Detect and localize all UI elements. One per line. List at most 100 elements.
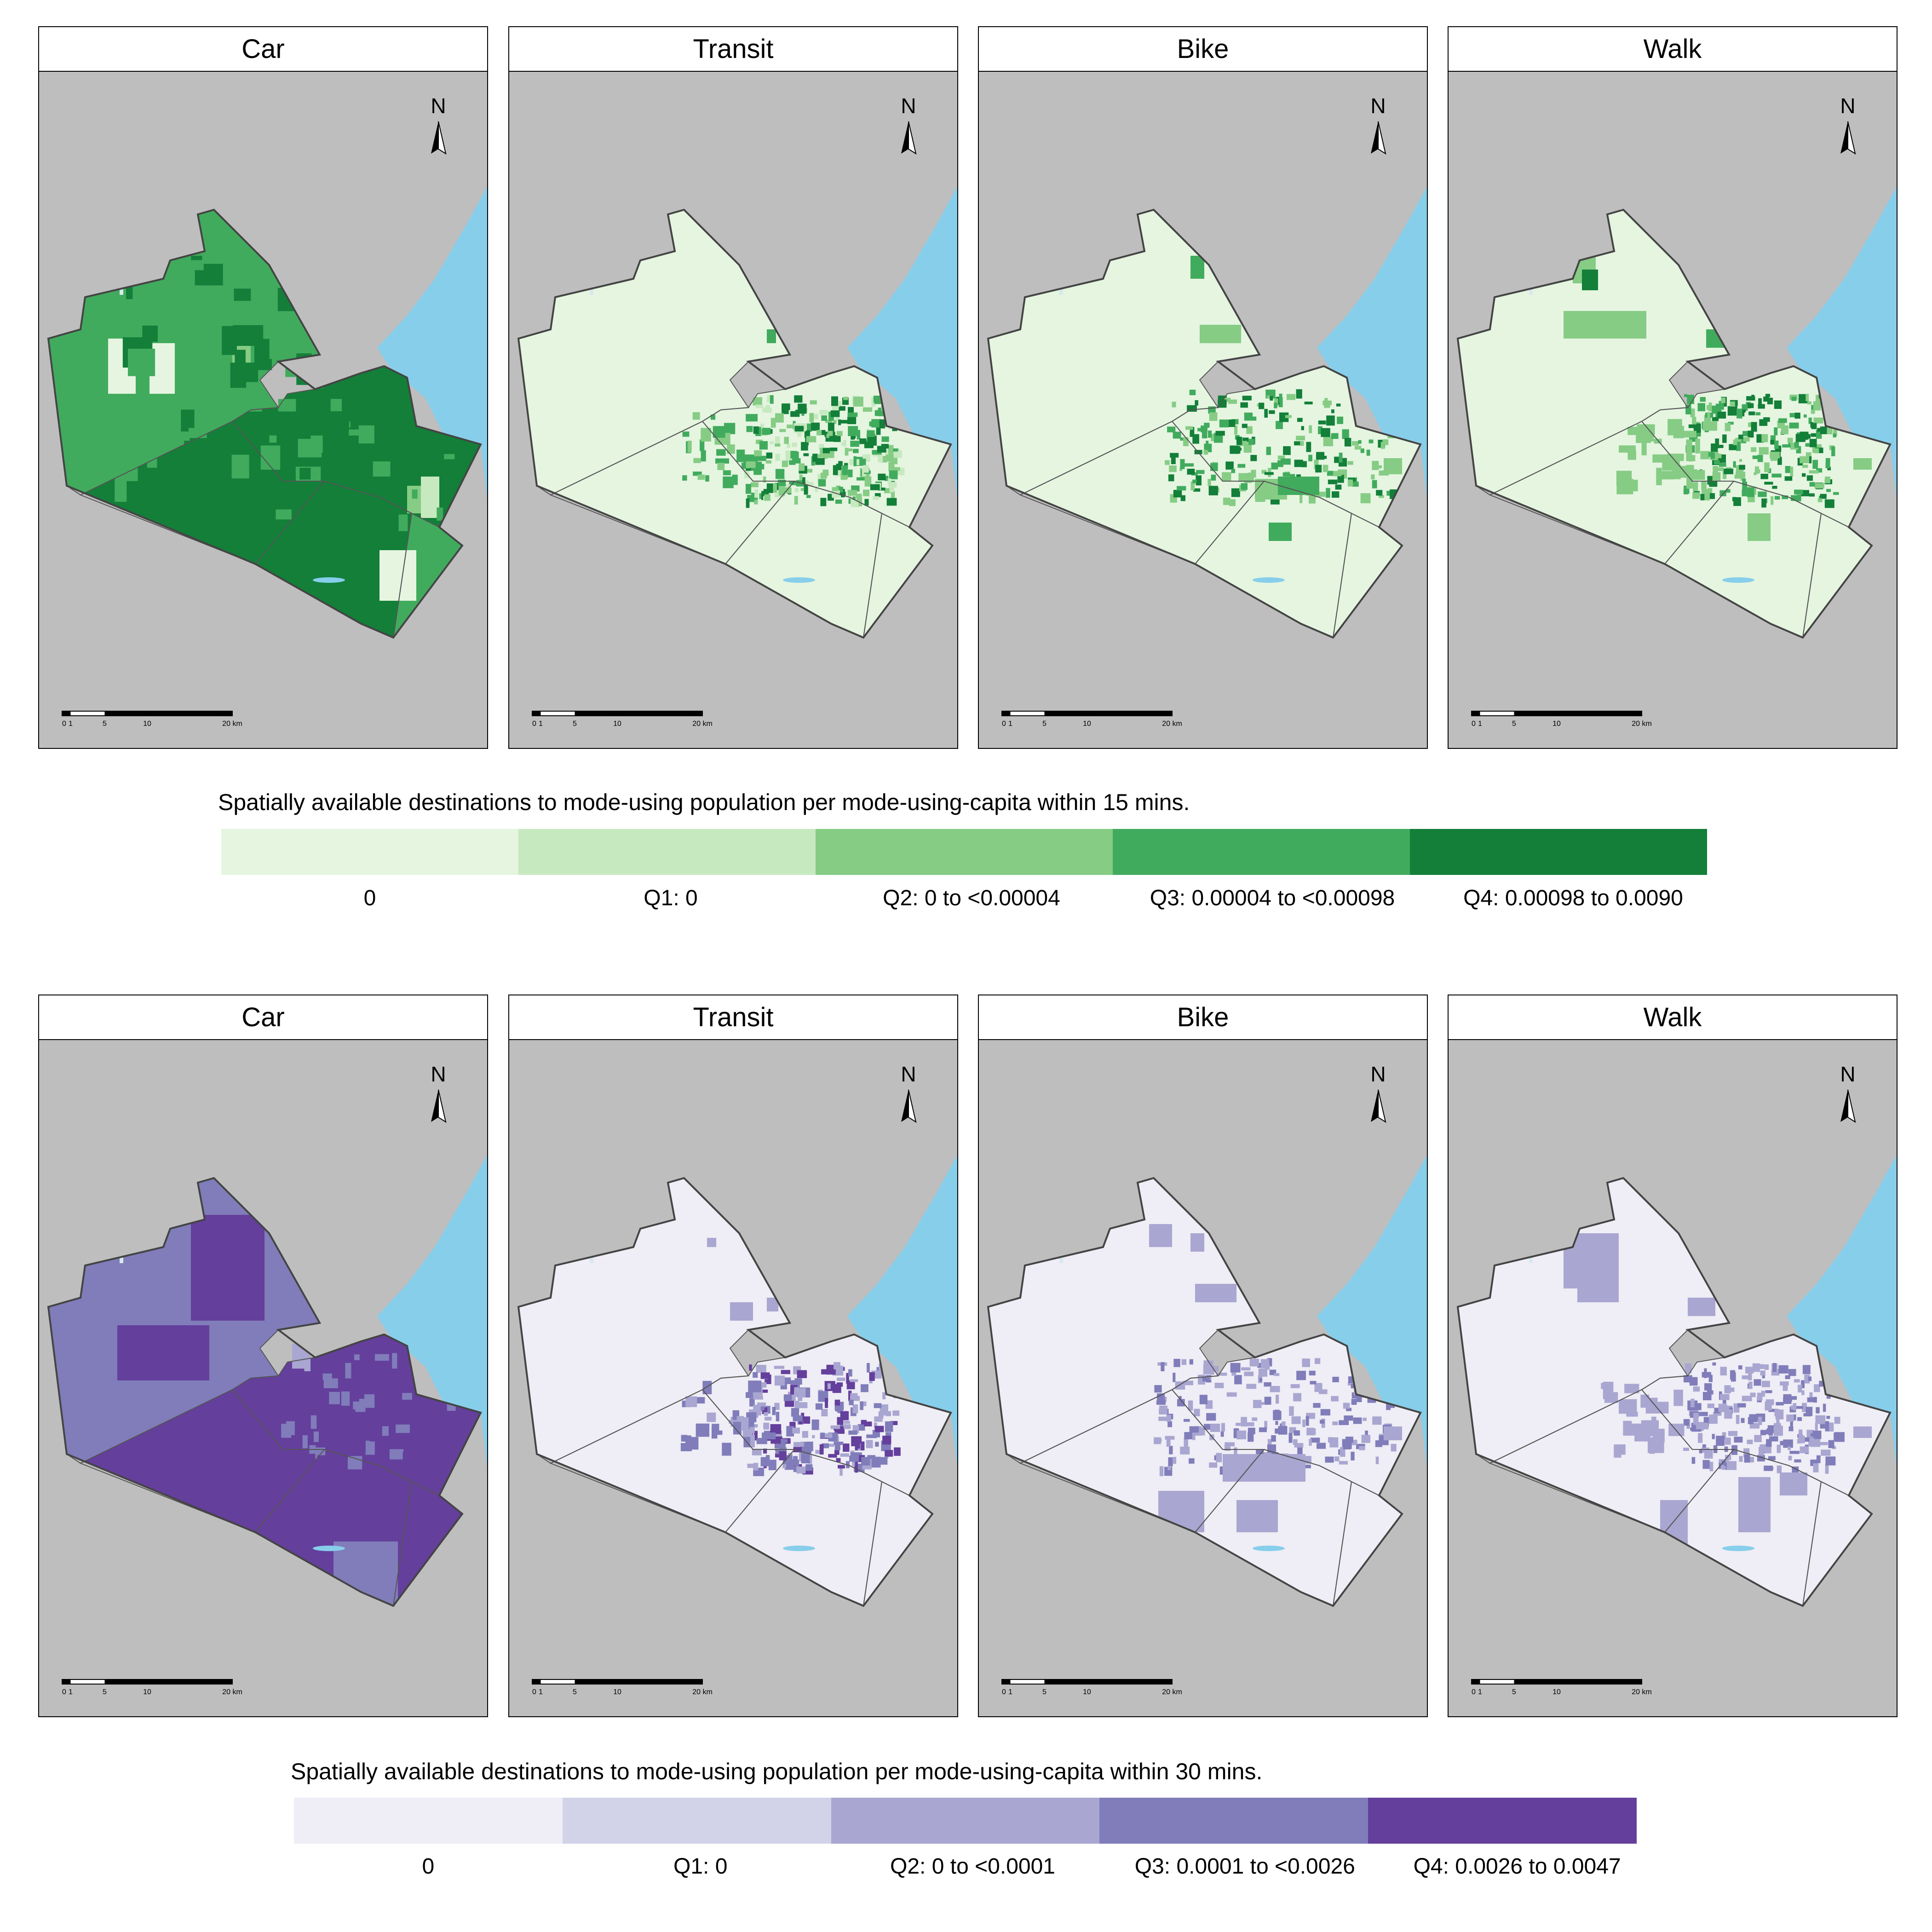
zone-patch <box>1237 441 1248 446</box>
legend-title: Spatially available destinations to mode… <box>291 1759 1263 1784</box>
zone-patch <box>752 1449 762 1455</box>
zone-patch <box>1688 1298 1715 1316</box>
north-label: N <box>1370 1062 1386 1086</box>
scale-tick-label: 5 <box>1512 720 1516 728</box>
zone-patch <box>1814 1384 1820 1392</box>
zone-patch <box>1788 1446 1791 1450</box>
zone-patch <box>1754 1379 1761 1386</box>
zone-patch <box>1343 1446 1351 1449</box>
zone-patch <box>1748 1381 1753 1389</box>
zone-patch <box>1251 470 1256 476</box>
zone-patch <box>1309 425 1312 433</box>
scale-tick-label: 1 <box>69 720 73 728</box>
zone-patch <box>873 396 881 403</box>
zone-patch <box>313 1432 319 1442</box>
zone-patch <box>1301 461 1307 467</box>
zone-patch <box>1834 1417 1840 1424</box>
zone-patch <box>1798 1385 1802 1393</box>
zone-patch <box>1719 463 1726 467</box>
zone-patch <box>792 443 797 447</box>
zone-patch <box>822 430 826 435</box>
zone-patch <box>1363 1417 1367 1421</box>
zone-patch <box>1768 1409 1778 1412</box>
zone-patch <box>1320 455 1327 459</box>
zone-patch <box>1833 429 1837 436</box>
zone-patch <box>1789 422 1799 429</box>
zone-patch <box>1690 1398 1695 1408</box>
zone-patch <box>184 441 196 457</box>
zone-patch <box>1689 1377 1698 1386</box>
zone-patch <box>804 484 808 495</box>
zone-patch <box>1809 470 1819 474</box>
zone-patch <box>1763 417 1770 422</box>
zone-patch <box>742 1429 753 1437</box>
zone-patch <box>856 1438 860 1449</box>
zone-patch <box>753 1463 759 1471</box>
zone-patch <box>1702 1392 1712 1401</box>
zone-patch <box>1326 415 1335 426</box>
zone-patch <box>1758 491 1767 497</box>
zone-patch <box>861 1420 867 1425</box>
zone-patch <box>848 1391 852 1401</box>
scale-tick-label: 5 <box>573 1688 577 1696</box>
zone-patch <box>794 1460 799 1470</box>
zone-patch <box>1688 424 1695 428</box>
scale-bar: 0 1 5 10 20 km <box>62 1679 242 1696</box>
zone-patch <box>1693 482 1698 491</box>
zone-patch <box>1279 412 1289 422</box>
panel-title: Car <box>38 995 488 1040</box>
zone-patch <box>1195 1284 1236 1302</box>
zone-patch <box>364 1394 375 1408</box>
zone-patch <box>111 316 126 336</box>
zone-patch <box>1263 1452 1272 1456</box>
zone-patch <box>1721 1460 1726 1465</box>
zone-patch <box>1693 1386 1700 1392</box>
zone-patch <box>1768 1456 1776 1460</box>
zone-patch <box>1270 396 1273 401</box>
zone-patch <box>1853 1426 1872 1438</box>
legend-color-bar <box>221 829 1707 875</box>
zone-patch <box>1192 479 1197 483</box>
zone-patch <box>1733 439 1737 445</box>
zone-patch <box>1725 423 1731 431</box>
zone-patch <box>809 413 814 423</box>
zone-patch <box>1331 409 1334 414</box>
zone-patch <box>1331 491 1340 498</box>
zone-patch <box>1249 1358 1259 1367</box>
zone-patch <box>1242 396 1252 401</box>
zone-patch <box>1812 460 1818 469</box>
zone-patch <box>1691 1457 1696 1464</box>
zone-patch <box>822 448 830 454</box>
zone-patch <box>759 441 768 450</box>
scale-tick-label: 10 <box>613 720 621 728</box>
zone-patch <box>382 1426 389 1436</box>
zone-patch <box>1196 475 1202 486</box>
zone-patch <box>787 444 791 448</box>
zone-patch <box>1707 1403 1714 1409</box>
zone-patch <box>1742 482 1748 490</box>
zone-patch <box>1189 1359 1193 1365</box>
zone-patch <box>838 491 846 495</box>
map-panel-walk: Walk N 0 1 5 10 20 km <box>1448 995 1898 1717</box>
zone-patch <box>1651 1416 1656 1427</box>
map-svg: N 0 1 5 10 20 km <box>1449 72 1897 748</box>
zone-patch <box>1711 443 1718 452</box>
zone-patch <box>838 420 848 424</box>
city-boundary <box>517 1177 952 1607</box>
zone-patch <box>1813 417 1823 424</box>
zone-patch <box>1296 389 1302 399</box>
zone-patch <box>444 454 455 460</box>
zone-patch <box>711 1426 718 1439</box>
scale-tick-label: 5 <box>103 1688 107 1696</box>
zone-patch <box>867 1363 870 1373</box>
zone-patch <box>1817 498 1823 502</box>
zone-patch <box>846 1380 855 1390</box>
zone-patch <box>1222 472 1231 482</box>
zone-patch <box>1214 1383 1224 1388</box>
zone-patch <box>1724 1385 1731 1394</box>
legend-swatch <box>816 829 1113 875</box>
zone-patch <box>1825 476 1830 483</box>
pond-water <box>1529 1254 1533 1263</box>
zone-patch <box>1789 413 1796 418</box>
north-label: N <box>431 1062 446 1086</box>
